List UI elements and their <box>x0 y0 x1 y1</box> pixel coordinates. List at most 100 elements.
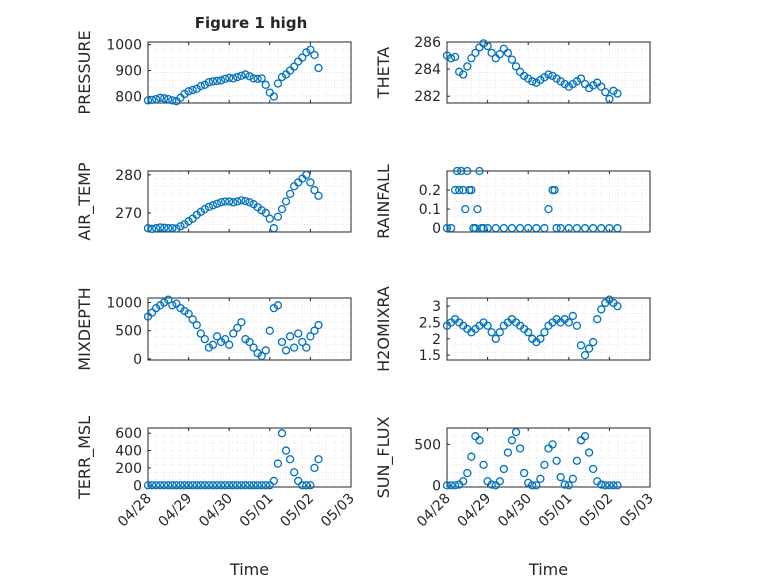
data-point <box>285 189 295 199</box>
data-point <box>241 481 250 490</box>
data-point <box>495 50 504 59</box>
x-axis-label: Time <box>528 560 568 579</box>
data-point <box>552 456 561 465</box>
y-tick-label: 200 <box>115 461 142 477</box>
data-point <box>560 480 569 489</box>
data-point <box>212 481 222 490</box>
data-point <box>241 196 250 206</box>
data-point <box>584 448 594 457</box>
data-point <box>475 436 484 445</box>
data-point <box>471 48 480 57</box>
data-point <box>306 332 315 341</box>
data-point <box>473 204 482 214</box>
data-point <box>580 350 590 360</box>
data-point <box>261 481 270 490</box>
data-point <box>188 481 197 490</box>
data-point <box>487 48 496 57</box>
data-point <box>233 72 242 82</box>
data-point <box>589 224 598 233</box>
data-point <box>605 481 614 490</box>
data-point <box>160 223 169 232</box>
data-point <box>597 480 606 489</box>
data-point <box>269 476 279 486</box>
y-tick-label: 0.1 <box>419 202 441 218</box>
y-tick-label: 1000 <box>106 296 142 312</box>
y-tick-label: 1.5 <box>419 348 441 364</box>
data-point <box>605 94 614 104</box>
data-point <box>459 477 468 486</box>
data-point <box>261 80 270 89</box>
data-point <box>584 344 594 353</box>
x-tick-label: 04/30 <box>495 491 535 531</box>
data-point <box>180 89 189 99</box>
data-point <box>257 74 266 83</box>
data-point <box>204 78 214 87</box>
data-point <box>237 196 246 205</box>
data-point <box>536 334 545 343</box>
data-point <box>463 62 472 71</box>
data-point <box>475 166 484 176</box>
data-point <box>572 321 582 330</box>
data-point <box>151 94 161 104</box>
y-axis-label: TERR_MSL <box>75 416 95 500</box>
y-tick-label: 0 <box>432 478 441 494</box>
data-point <box>208 201 218 210</box>
data-point <box>450 185 460 195</box>
data-point <box>302 481 311 490</box>
data-point <box>143 224 153 233</box>
data-point <box>298 337 307 347</box>
data-point <box>507 55 517 64</box>
y-tick-label: 0 <box>133 352 142 368</box>
data-point <box>273 459 283 468</box>
data-point <box>499 224 508 233</box>
data-point <box>452 166 462 176</box>
data-point <box>281 197 291 206</box>
data-point <box>461 204 470 214</box>
data-point <box>442 481 452 490</box>
data-point <box>540 328 549 337</box>
data-point <box>544 204 553 214</box>
data-point <box>196 329 205 338</box>
axes-box <box>446 170 651 233</box>
data-point <box>285 332 295 341</box>
data-point <box>471 224 480 233</box>
data-point <box>589 337 598 347</box>
data-point <box>220 197 230 206</box>
x-tick-label: 05/02 <box>576 491 616 531</box>
subplot-pressure: 800 900 1000 PRESSURE <box>75 30 352 115</box>
data-point <box>540 460 549 470</box>
data-point <box>511 427 521 437</box>
data-point <box>589 464 598 474</box>
data-point <box>442 224 452 233</box>
data-point <box>552 224 561 233</box>
data-point <box>212 76 222 86</box>
y-tick-label: 284 <box>414 62 441 78</box>
y-tick-label: 800 <box>115 90 142 106</box>
subplot-air-temp: 270 280 AIR_TEMP <box>75 162 352 241</box>
y-axis-label: MIXDEPTH <box>75 287 94 370</box>
y-axis-label: RAINFALL <box>374 164 393 239</box>
data-point <box>156 93 165 102</box>
data-point <box>200 334 209 344</box>
data-point <box>196 81 205 91</box>
data-point <box>511 62 521 71</box>
data-point <box>241 70 250 79</box>
data-point <box>459 70 468 79</box>
data-point <box>265 326 274 335</box>
data-point <box>143 96 153 105</box>
data-point <box>593 315 602 324</box>
data-point <box>269 224 279 233</box>
data-point <box>245 337 254 347</box>
data-point <box>192 481 201 490</box>
data-point <box>184 309 193 318</box>
data-point <box>290 62 299 71</box>
y-axis-label: THETA <box>374 47 393 99</box>
data-point <box>168 96 177 105</box>
data-point <box>306 178 315 187</box>
data-point <box>233 323 242 333</box>
y-tick-label: 280 <box>115 168 142 184</box>
data-point <box>503 48 513 57</box>
data-point <box>220 334 230 344</box>
data-point <box>524 328 533 337</box>
